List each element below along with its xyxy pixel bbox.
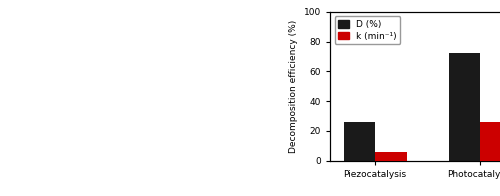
Bar (375, 152, 406, 161)
Bar (344, 122, 375, 161)
Legend: D (%), k (min⁻¹): D (%), k (min⁻¹) (334, 16, 400, 44)
Bar (480, 122, 500, 161)
Y-axis label: Decomposition efficiency (%): Decomposition efficiency (%) (289, 20, 298, 153)
Bar (448, 54, 480, 161)
